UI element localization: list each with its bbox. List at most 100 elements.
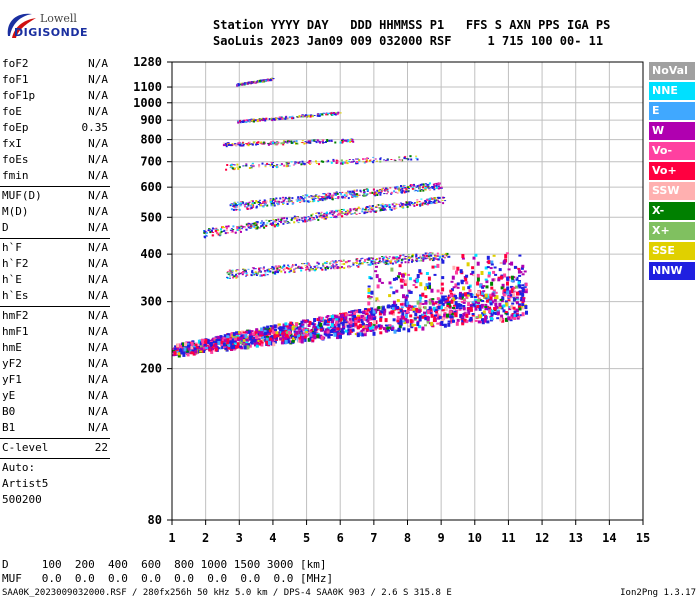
echo-point (313, 199, 316, 202)
echo-point (270, 335, 274, 339)
echo-point (409, 185, 412, 186)
echo-point (456, 286, 460, 289)
echo-point (291, 117, 294, 120)
echo-point (362, 326, 366, 330)
echo-point (290, 218, 293, 221)
param-value: N/A (88, 73, 108, 86)
echo-point (348, 317, 352, 321)
echo-point (455, 270, 458, 275)
echo-point (373, 193, 376, 196)
echo-point (411, 319, 415, 323)
echo-point (356, 325, 360, 330)
echo-point (424, 252, 427, 255)
echo-point (501, 296, 505, 301)
echo-point (458, 307, 462, 311)
echo-point (280, 201, 283, 203)
echo-point (407, 254, 410, 256)
echo-point (235, 144, 238, 147)
echo-point (222, 142, 225, 144)
echo-point (446, 303, 450, 307)
echo-point (396, 257, 399, 260)
echo-point (315, 160, 317, 163)
y-tick-label: 500 (140, 210, 162, 224)
echo-point (245, 121, 248, 123)
echo-point (382, 311, 386, 316)
echo-point (299, 116, 302, 118)
echo-point (423, 311, 426, 315)
echo-point (285, 115, 288, 117)
echo-point (269, 142, 272, 144)
echo-point (385, 255, 388, 257)
echo-point (358, 194, 361, 196)
echo-point (379, 192, 382, 193)
echo-point (357, 318, 361, 321)
echo-point (256, 227, 259, 230)
echo-point (436, 252, 439, 255)
echo-point (229, 144, 232, 147)
echo-point (456, 318, 460, 322)
echo-point (503, 259, 507, 264)
echo-point (250, 333, 254, 337)
echo-point (462, 308, 466, 311)
echo-point (293, 330, 297, 333)
param-row: h`Es N/A (0, 288, 112, 304)
echo-point (179, 345, 183, 349)
echo-point (244, 205, 246, 208)
echo-point (393, 202, 396, 204)
echo-point (390, 259, 393, 262)
echo-point (333, 113, 336, 116)
echo-point (250, 165, 252, 167)
echo-point (388, 294, 392, 298)
echo-point (288, 116, 291, 119)
echo-point (441, 199, 444, 201)
echo-point (477, 290, 480, 295)
echo-point (335, 315, 339, 319)
echo-point (290, 116, 292, 118)
echo-point (349, 311, 353, 314)
echo-point (235, 208, 238, 210)
echo-point (224, 232, 227, 234)
echo-point (389, 261, 392, 264)
echo-point (313, 217, 316, 220)
echo-point (343, 194, 346, 196)
echo-point (337, 314, 340, 317)
echo-point (472, 256, 476, 260)
echo-point (488, 309, 492, 314)
echo-point (372, 188, 375, 191)
echo-point (220, 230, 223, 233)
echo-point (384, 205, 387, 207)
echo-point (365, 188, 368, 190)
echo-point (253, 224, 256, 226)
echo-point (432, 258, 435, 260)
param-name: foF2 (2, 57, 29, 70)
echo-point (335, 264, 338, 267)
echo-point (490, 260, 494, 264)
echo-point (328, 139, 331, 142)
echo-point (269, 270, 272, 273)
echo-point (233, 275, 236, 278)
echo-point (246, 345, 250, 350)
echo-point (358, 212, 361, 214)
param-name: h`F2 (2, 257, 29, 270)
echo-point (275, 269, 278, 272)
echo-point (184, 342, 187, 347)
echo-point (276, 143, 279, 146)
echo-point (298, 116, 301, 118)
echo-point (439, 292, 443, 295)
legend-item: SSE (649, 242, 695, 260)
echo-point (376, 206, 379, 208)
echo-point (398, 189, 401, 192)
echo-point (257, 331, 261, 334)
echo-point (242, 272, 245, 274)
echo-point (304, 319, 308, 323)
echo-point (406, 310, 409, 313)
echo-point (239, 144, 242, 147)
echo-point (430, 313, 434, 318)
echo-point (193, 347, 197, 352)
echo-point (497, 278, 501, 282)
echo-point (233, 342, 237, 345)
echo-point (295, 327, 299, 330)
echo-point (236, 342, 240, 346)
echo-point (301, 218, 304, 219)
echo-point (379, 331, 383, 335)
